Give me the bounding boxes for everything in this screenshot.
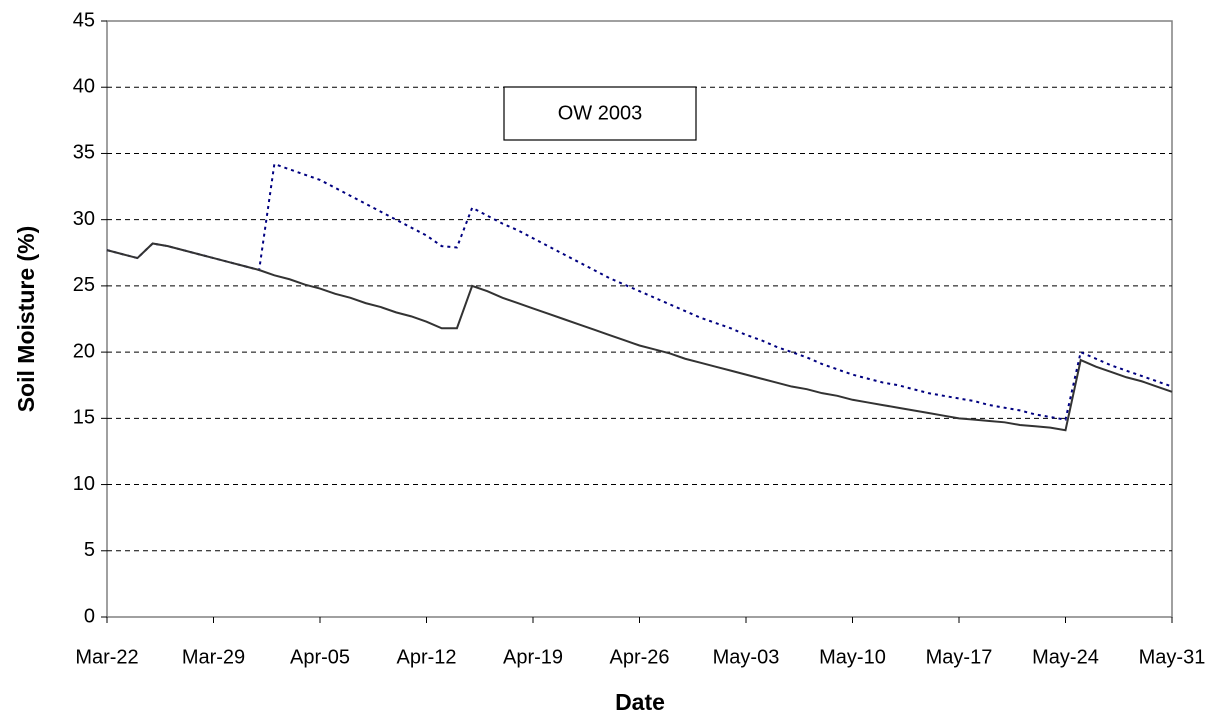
y-tick-label: 15 bbox=[73, 407, 95, 429]
x-tick-label: Apr-05 bbox=[290, 646, 350, 668]
y-axis-label: Soil Moisture (%) bbox=[13, 226, 39, 413]
x-tick-label: May-10 bbox=[819, 646, 886, 668]
y-tick-label: 20 bbox=[73, 340, 95, 362]
y-tick-label: 0 bbox=[84, 605, 95, 627]
y-tick-label: 25 bbox=[73, 274, 95, 296]
y-tick-label: 30 bbox=[73, 208, 95, 230]
x-tick-label: Apr-19 bbox=[503, 646, 563, 668]
annotation-box bbox=[503, 86, 697, 141]
x-axis-label: Date bbox=[615, 689, 665, 715]
x-tick-label: Apr-26 bbox=[609, 646, 669, 668]
x-tick-label: May-31 bbox=[1139, 646, 1206, 668]
y-tick-label: 45 bbox=[73, 9, 95, 31]
series-line bbox=[106, 242, 1173, 432]
x-tick-label: Mar-29 bbox=[182, 646, 245, 668]
x-tick-label: May-03 bbox=[713, 646, 780, 668]
x-tick-label: Mar-22 bbox=[75, 646, 138, 668]
x-tick-label: May-24 bbox=[1032, 646, 1099, 668]
y-tick-label: 10 bbox=[73, 473, 95, 495]
y-tick-label: 5 bbox=[84, 539, 95, 561]
y-tick-label: 35 bbox=[73, 142, 95, 164]
x-tick-label: May-17 bbox=[926, 646, 993, 668]
x-tick-label: Apr-12 bbox=[396, 646, 456, 668]
annotation: OW 2003 bbox=[558, 102, 642, 124]
series-line bbox=[106, 162, 1173, 421]
y-tick-label: 40 bbox=[73, 76, 95, 98]
